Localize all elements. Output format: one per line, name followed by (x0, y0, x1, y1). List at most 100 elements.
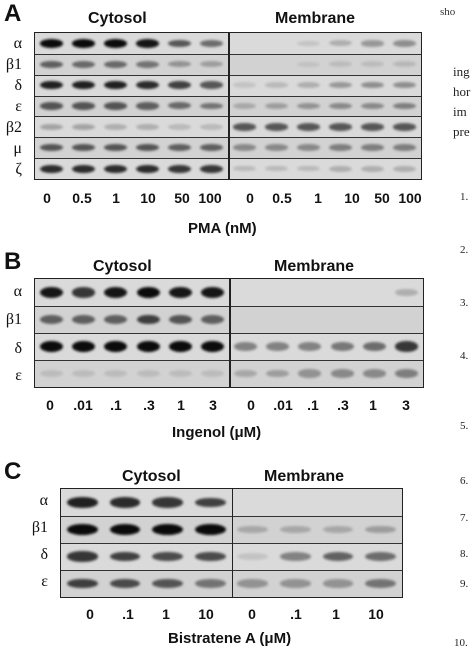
protein-band (361, 165, 385, 172)
protein-band (361, 102, 385, 110)
lane-label: .3 (143, 397, 155, 413)
protein-band (71, 39, 95, 48)
lane-label: 3 (402, 397, 410, 413)
isoform-label: μ (13, 140, 22, 157)
protein-band (201, 369, 225, 378)
protein-band (104, 314, 128, 325)
blot-image (34, 32, 422, 180)
protein-band (361, 144, 385, 152)
protein-band (168, 287, 193, 298)
margin-text: pre (453, 124, 470, 139)
protein-band (330, 369, 354, 378)
isoform-label: ε (41, 573, 48, 590)
protein-band (39, 369, 63, 378)
protein-band (152, 523, 183, 536)
protein-band (322, 579, 354, 588)
isoform-label: ε (15, 367, 22, 384)
protein-band (39, 39, 63, 48)
protein-band (39, 340, 63, 353)
lane-label: 0.5 (272, 190, 292, 206)
protein-band (329, 61, 353, 68)
panel-letter: B (4, 248, 22, 275)
lane-label: 10 (140, 190, 156, 206)
protein-band (395, 369, 419, 378)
reference-number: 6. (460, 475, 469, 487)
protein-band (329, 81, 353, 89)
protein-band (71, 340, 96, 353)
protein-band (298, 342, 322, 351)
membrane-header: Membrane (274, 258, 355, 275)
membrane-header: Membrane (275, 10, 356, 27)
lane-label: 0.5 (72, 190, 92, 206)
x-axis-title: PMA (nM) (188, 220, 257, 237)
isoform-label: δ (14, 77, 22, 94)
reference-number: 5. (460, 420, 469, 432)
protein-band (362, 369, 387, 378)
reference-number: 4. (460, 350, 469, 362)
protein-band (362, 341, 387, 352)
protein-band (168, 61, 192, 68)
panel-letter: A (4, 0, 22, 27)
lane-label: 0 (247, 397, 255, 413)
protein-band (296, 40, 320, 47)
protein-band (296, 82, 320, 89)
protein-band (109, 551, 141, 562)
protein-band (265, 342, 290, 351)
protein-band (393, 61, 417, 68)
protein-band (232, 123, 256, 131)
protein-band (104, 340, 128, 353)
protein-band (152, 578, 183, 589)
protein-band (39, 102, 63, 110)
protein-band (237, 552, 269, 561)
protein-band (265, 369, 290, 378)
protein-band (168, 123, 192, 130)
protein-band (66, 551, 98, 562)
protein-band (296, 165, 320, 172)
protein-band (361, 81, 385, 89)
protein-band (237, 579, 269, 588)
protein-band (109, 578, 141, 589)
protein-band (200, 144, 224, 152)
isoform-label: α (39, 492, 48, 509)
margin-text: sho (440, 6, 456, 18)
protein-band (393, 81, 417, 89)
protein-band (361, 123, 385, 131)
protein-band (393, 102, 417, 110)
protein-band (168, 369, 193, 378)
membrane-header: Membrane (264, 468, 345, 485)
protein-band (168, 340, 193, 353)
lane-label: .01 (273, 397, 293, 413)
lane-label: 10 (368, 606, 384, 622)
protein-band (194, 523, 226, 536)
lane-label: .1 (290, 606, 302, 622)
protein-band (395, 288, 419, 297)
fraction-divider (228, 33, 230, 179)
protein-band (152, 551, 183, 562)
protein-band (330, 342, 354, 351)
protein-band (232, 165, 256, 172)
reference-number: 9. (460, 578, 469, 590)
lane-label: 50 (374, 190, 390, 206)
reference-number: 7. (460, 512, 469, 524)
protein-band (194, 497, 226, 508)
protein-band (280, 552, 311, 561)
protein-band (109, 523, 141, 536)
x-axis-title: Ingenol (μM) (172, 424, 262, 441)
lane-label: 10 (344, 190, 360, 206)
protein-band (103, 164, 127, 173)
protein-band (296, 123, 320, 131)
protein-band (39, 314, 63, 325)
isoform-label: ε (15, 98, 22, 115)
protein-band (71, 102, 95, 110)
lane-label: 50 (174, 190, 190, 206)
protein-band (71, 60, 95, 68)
isoform-label: β1 (5, 311, 22, 328)
protein-band (280, 579, 311, 588)
protein-band (136, 102, 160, 110)
protein-band (194, 551, 226, 562)
protein-band (329, 102, 353, 110)
protein-band (168, 164, 192, 173)
protein-band (103, 123, 127, 130)
lane-label: 1 (369, 397, 377, 413)
isoform-label: β2 (5, 119, 22, 136)
